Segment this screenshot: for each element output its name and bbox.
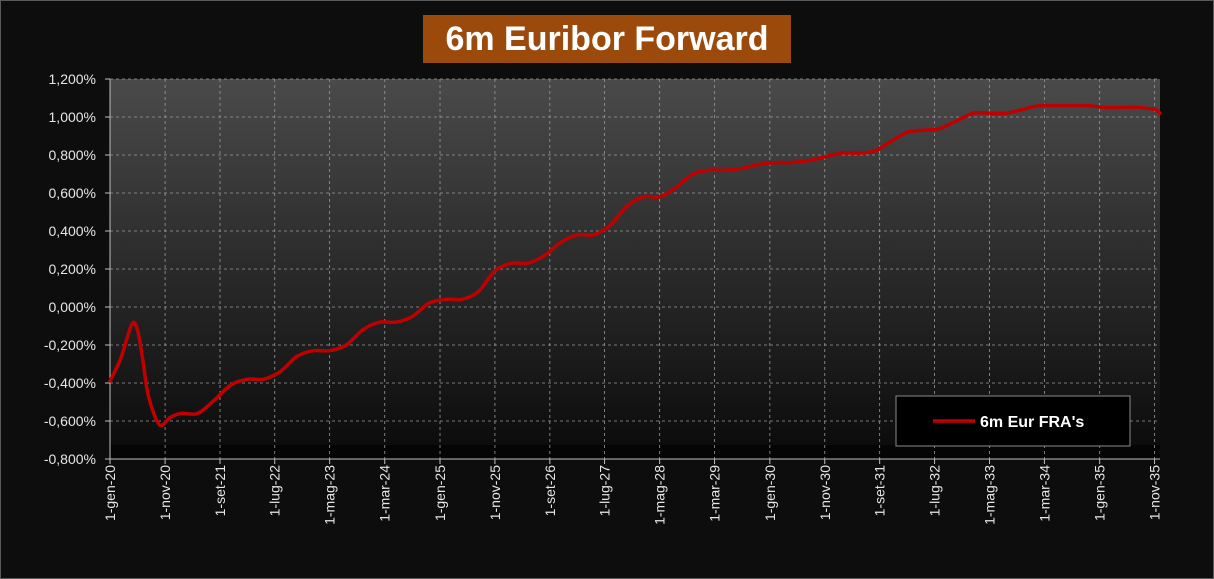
x-tick-label: 1-lug-22 [267,465,283,517]
vertical-grid [109,79,1156,464]
axes [109,79,1160,460]
x-tick-label: 1-nov-35 [1147,465,1163,520]
chart-title: 6m Euribor Forward [445,19,769,58]
y-tick-label: 0,200% [49,261,96,277]
y-tick-label: 1,200% [49,71,96,87]
series-layer [108,103,1162,428]
legend-label: 6m Eur FRA's [980,414,1084,431]
x-tick-label: 1-gen-30 [762,465,778,521]
x-tick-label: 1-mag-33 [981,465,997,525]
x-tick-label: 1-gen-25 [432,465,448,521]
x-tick-label: 1-mar-29 [707,465,723,522]
x-tick-label: 1-nov-30 [817,465,833,520]
x-tick-label: 1-mag-28 [652,465,668,525]
x-tick-label: 1-set-31 [872,465,888,517]
x-tick-label: 1-set-21 [212,465,228,517]
y-tick-label: -0,800% [44,451,96,467]
x-tick-label: 1-lug-32 [927,465,943,517]
x-axis-tick-labels: 1-gen-20 1-nov-20 1-set-21 1-lug-22 1-mag-23… [102,465,1163,525]
y-axis-tick-labels: 1,200% 1,000% 0,800% 0,600% 0,400% 0,200% 0,00… [44,71,96,467]
x-tick-label: 1-lug-27 [597,465,613,517]
y-tick-label: -0,200% [44,337,96,353]
y-tick-label: -0,400% [44,375,96,391]
y-tick-label: 0,600% [49,185,96,201]
series-line-0 [108,103,1162,428]
y-tick-label: 1,000% [49,109,96,125]
x-tick-label: 1-mar-24 [377,465,393,522]
chart-title-box: 6m Euribor Forward [423,15,791,63]
y-tick-label: -0,600% [44,413,96,429]
x-tick-label: 1-nov-20 [157,465,173,520]
x-tick-label: 1-nov-25 [487,465,503,520]
y-tick-label: 0,400% [49,223,96,239]
x-tick-label: 1-mag-23 [322,465,338,525]
x-tick-label: 1-set-26 [542,465,558,517]
x-tick-label: 1-mar-34 [1036,465,1052,522]
legend: 6m Eur FRA's [895,395,1131,447]
x-tick-label: 1-gen-35 [1092,465,1108,521]
y-tick-label: 0,000% [49,299,96,315]
plot-bottom-band [110,445,1160,459]
y-tick-label: 0,800% [49,147,96,163]
x-tick-label: 1-gen-20 [102,465,118,521]
